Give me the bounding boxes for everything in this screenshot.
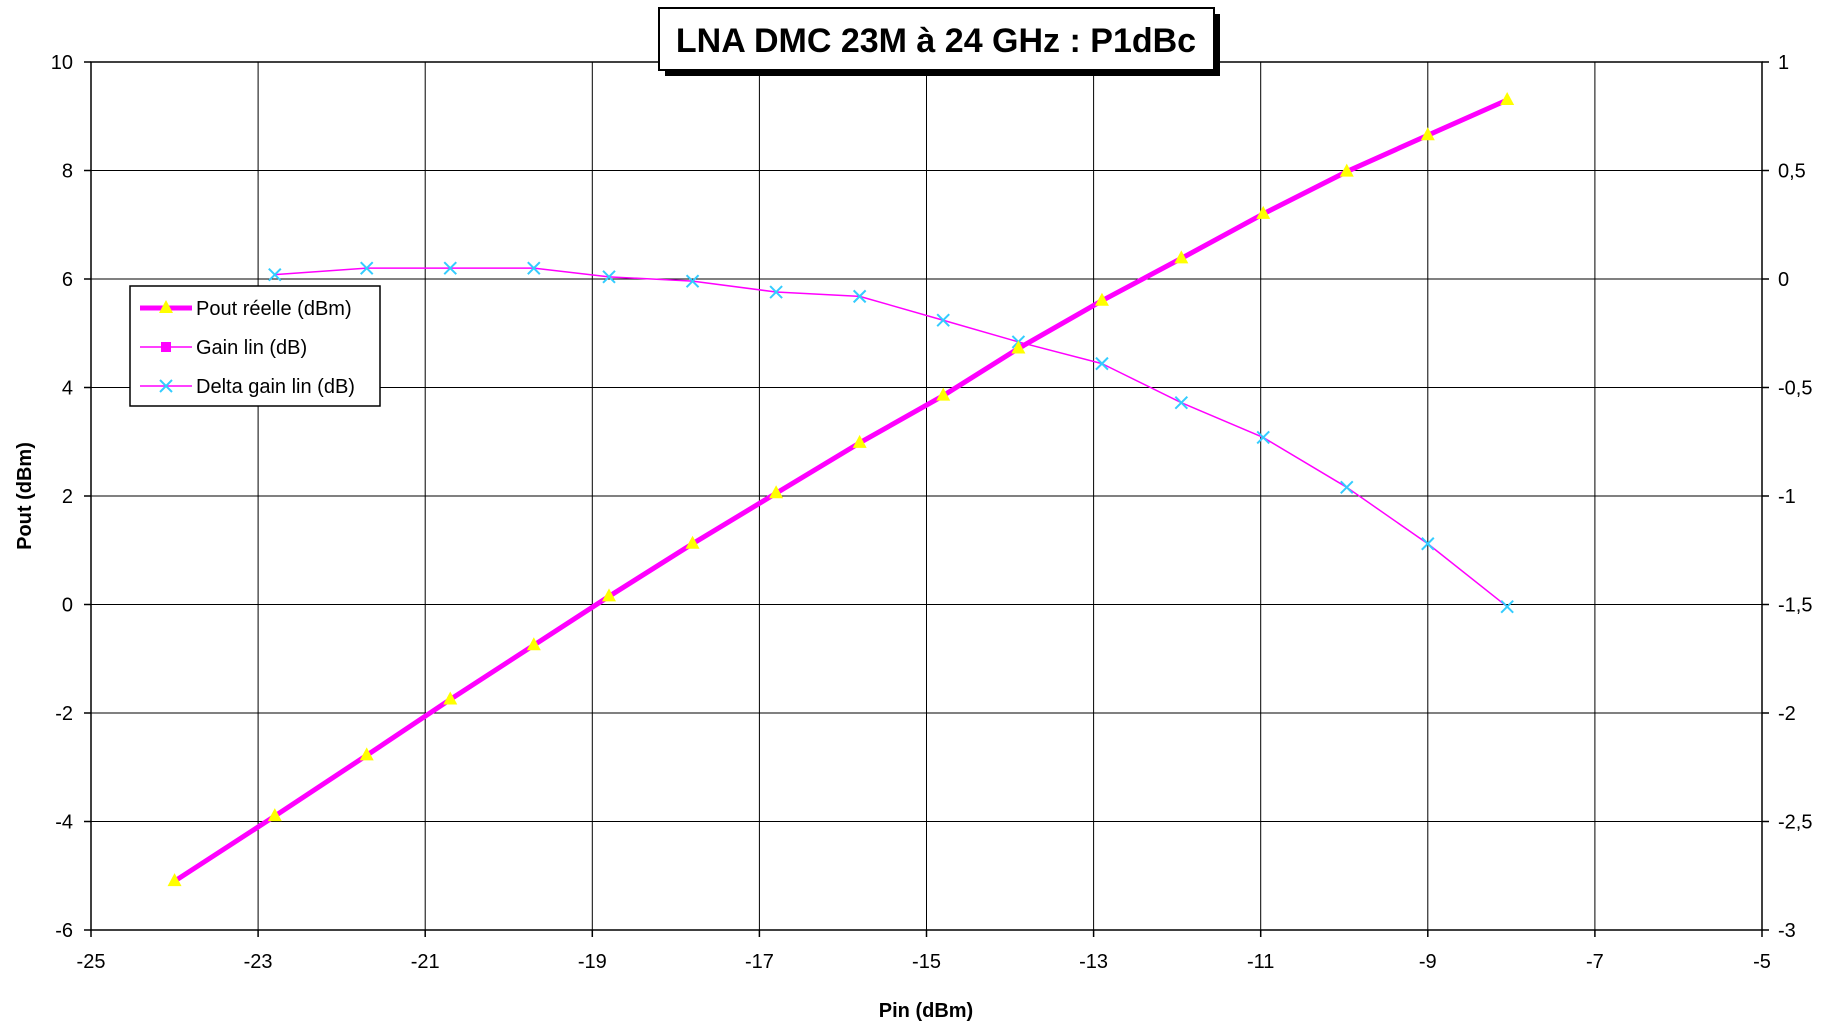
data-point: [769, 485, 784, 499]
x-tick-label: -5: [1753, 951, 1771, 973]
y2-tick-label: -2,5: [1778, 812, 1812, 834]
data-point: [267, 808, 282, 822]
y-tick-label: 2: [62, 486, 73, 508]
x-axis-title: Pin (dBm): [879, 1000, 973, 1022]
y-tick-label: 10: [51, 52, 73, 74]
legend-marker: [159, 379, 173, 393]
x-tick-label: -9: [1419, 951, 1437, 973]
series-lines: [167, 91, 1515, 887]
y2-tick-label: -0,5: [1778, 378, 1812, 400]
series-line: [274, 267, 1508, 608]
axis-ticks: -25 -23 -21 -19 -17 -15 -13 -11 -9 -7 -5-6-4-20246…: [51, 52, 1813, 973]
data-point: [443, 261, 457, 275]
data-point: [769, 285, 783, 299]
legend-label: Delta gain lin (dB): [196, 376, 355, 398]
data-point: [526, 637, 541, 651]
legend-marker: [159, 300, 173, 313]
data-point: [852, 434, 867, 448]
data-point: [268, 267, 282, 282]
y-tick-label: 0: [62, 595, 73, 617]
series-2: [268, 261, 1514, 614]
data-point: [1420, 127, 1435, 141]
data-point: [685, 535, 700, 549]
data-point: [167, 873, 182, 887]
y-tick-label: -2: [55, 703, 73, 725]
y-tick-label: -4: [55, 812, 73, 834]
data-point: [1095, 356, 1109, 371]
y2-tick-label: -3: [1778, 920, 1796, 942]
data-point: [1421, 537, 1435, 551]
y-axis-title: Pout (dBm): [14, 442, 36, 550]
x-tick-label: -15: [912, 951, 941, 973]
data-point: [1339, 163, 1354, 177]
x-tick-label: -11: [1247, 951, 1274, 973]
data-point: [602, 270, 616, 284]
x-tick-label: -7: [1586, 951, 1604, 973]
data-point: [1011, 340, 1026, 354]
series-line: [173, 97, 1509, 884]
data-point: [359, 747, 374, 761]
data-point: [936, 387, 951, 401]
y2-tick-label: -1,5: [1778, 595, 1812, 617]
y2-tick-label: 1: [1778, 52, 1789, 74]
data-point: [1174, 395, 1189, 410]
legend: Pout réelle (dBm) Gain lin (dB) Delta gain…: [129, 285, 381, 407]
x-tick-label: -21: [411, 951, 440, 973]
legend-label: Gain lin (dB): [196, 337, 307, 359]
legend-marker: [161, 342, 171, 352]
x-tick-label: -23: [244, 951, 273, 973]
data-point: [1500, 599, 1514, 614]
y-tick-label: 4: [62, 378, 73, 400]
series-0: [167, 91, 1515, 887]
data-point: [1256, 430, 1270, 445]
y-tick-label: -6: [55, 920, 73, 942]
grid-lines: [91, 62, 1762, 930]
x-tick-label: -25: [77, 951, 106, 973]
data-point: [527, 261, 541, 275]
data-point: [1256, 205, 1271, 219]
legend-label: Pout réelle (dBm): [196, 298, 352, 320]
data-point: [1500, 91, 1515, 105]
legend-entry: Gain lin (dB): [140, 337, 307, 359]
chart-title: LNA DMC 23M à 24 GHz : P1dBc: [676, 22, 1196, 60]
y2-tick-label: -2: [1778, 703, 1796, 725]
chart-title-box: LNA DMC 23M à 24 GHz : P1dBc: [658, 7, 1220, 76]
data-point: [602, 588, 617, 602]
x-tick-label: -13: [1079, 951, 1108, 973]
y2-tick-label: 0: [1778, 269, 1789, 291]
data-point: [443, 691, 458, 705]
legend-entry: Delta gain lin (dB): [140, 376, 355, 398]
data-point: [852, 289, 867, 304]
y-tick-label: 6: [62, 269, 73, 291]
data-point: [685, 274, 700, 288]
data-point: [1094, 292, 1109, 306]
x-tick-label: -19: [578, 951, 607, 973]
y2-tick-label: -1: [1778, 486, 1796, 508]
y2-tick-label: 0,5: [1778, 161, 1806, 183]
data-point: [936, 313, 950, 327]
data-point: [1340, 480, 1354, 495]
legend-entry: Pout réelle (dBm): [140, 298, 352, 320]
x-tick-label: -17: [745, 951, 774, 973]
y-tick-label: 8: [62, 161, 73, 183]
data-point: [1174, 250, 1189, 264]
data-point: [360, 261, 374, 275]
